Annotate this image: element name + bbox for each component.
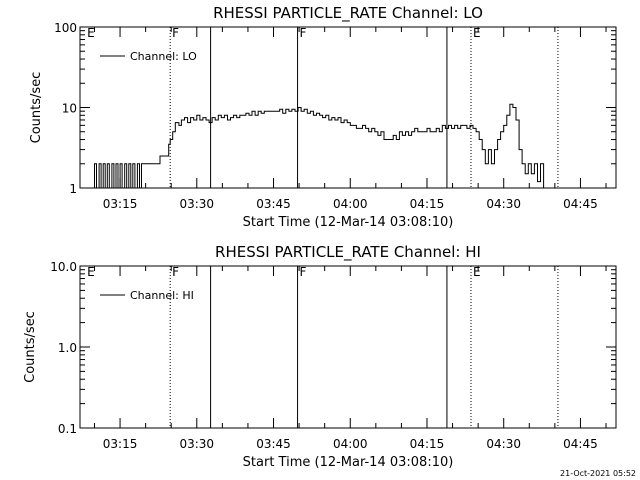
- y-tick-label: 1: [69, 182, 77, 196]
- y-tick-label: 100: [54, 21, 77, 35]
- x-tick-label: 03:15: [103, 197, 138, 211]
- flag-label: E: [87, 265, 95, 279]
- chart-title: RHESSI PARTICLE_RATE Channel: HI: [215, 243, 481, 262]
- y-tick-label: 1.0: [58, 341, 77, 355]
- flag-label: E: [473, 26, 481, 40]
- x-tick-label: 04:15: [410, 437, 445, 451]
- flag-label: F: [300, 265, 307, 279]
- y-tick-label: 10.0: [50, 260, 77, 274]
- flag-label: F: [300, 26, 307, 40]
- flag-label: E: [473, 265, 481, 279]
- x-tick-label: 04:00: [333, 197, 368, 211]
- x-tick-label: 03:15: [103, 437, 138, 451]
- footer-timestamp: 21-Oct-2021 05:52: [560, 469, 636, 478]
- y-tick-label: 10: [62, 102, 77, 116]
- flag-label: E: [87, 26, 95, 40]
- x-tick-label: 03:30: [179, 437, 214, 451]
- legend-label: Channel: HI: [130, 289, 194, 302]
- x-tick-label: 04:45: [563, 197, 598, 211]
- x-tick-label: 04:15: [410, 197, 445, 211]
- x-tick-label: 04:00: [333, 437, 368, 451]
- x-tick-label: 04:30: [486, 437, 521, 451]
- flag-label: F: [172, 26, 179, 40]
- x-axis-label: Start Time (12-Mar-14 03:08:10): [243, 455, 454, 470]
- y-axis-label: Counts/sec: [29, 72, 44, 144]
- x-tick-label: 04:45: [563, 437, 598, 451]
- x-tick-label: 03:45: [256, 437, 291, 451]
- x-axis-label: Start Time (12-Mar-14 03:08:10): [243, 215, 454, 230]
- y-tick-label: 0.1: [58, 422, 77, 436]
- y-axis-label: Counts/sec: [23, 311, 38, 383]
- chart-title: RHESSI PARTICLE_RATE Channel: LO: [213, 4, 483, 23]
- series-line: [92, 103, 547, 189]
- flag-label: F: [172, 265, 179, 279]
- x-tick-label: 03:30: [179, 197, 214, 211]
- panel-hi: RHESSI PARTICLE_RATE Channel: HI 0.1 1.0 10…: [23, 243, 617, 470]
- legend-label: Channel: LO: [130, 50, 197, 63]
- x-tick-label: 03:45: [256, 197, 291, 211]
- x-tick-label: 04:30: [486, 197, 521, 211]
- panel-lo: RHESSI PARTICLE_RATE Channel: LO 1 10 100 03…: [29, 4, 617, 230]
